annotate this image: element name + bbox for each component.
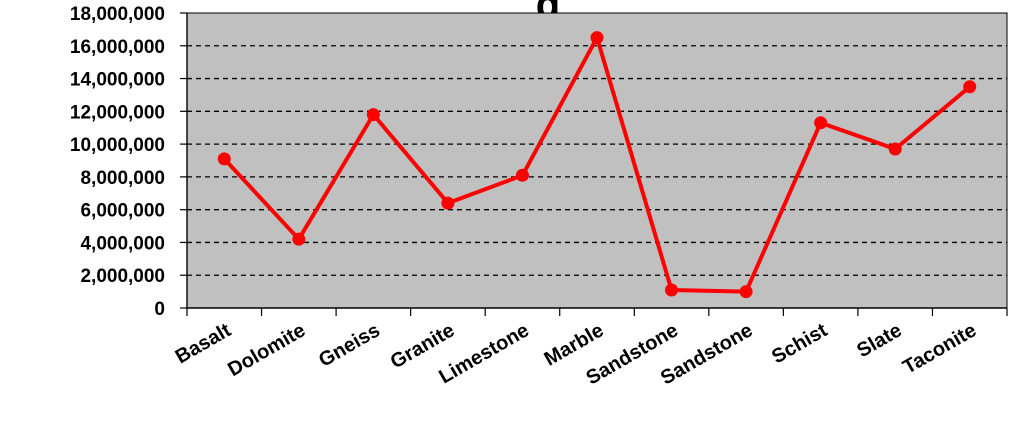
- data-point: [739, 285, 753, 299]
- x-tick-label: Gneiss: [315, 319, 384, 371]
- data-point: [292, 232, 306, 246]
- series-layer: [217, 31, 977, 299]
- x-tick-label: Dolomite: [224, 319, 309, 381]
- data-point: [590, 31, 604, 45]
- y-tick-label: 8,000,000: [80, 168, 165, 189]
- y-tick-label: 16,000,000: [70, 37, 165, 58]
- y-tick-label: 18,000,000: [70, 4, 165, 25]
- data-point: [814, 116, 828, 130]
- data-point: [963, 80, 977, 94]
- gridlines: [187, 45, 1007, 276]
- x-tick-label: Slate: [853, 319, 905, 362]
- y-tick-label: 0: [154, 299, 165, 320]
- y-tick-label: 12,000,000: [70, 102, 165, 123]
- y-tick-label: 6,000,000: [80, 201, 165, 222]
- data-point: [515, 168, 529, 182]
- y-axis: 0 2,000,000 4,000,000 6,000,000 8,000,000 10,…: [70, 4, 188, 320]
- x-tick-label: Schist: [768, 319, 831, 368]
- data-point: [665, 283, 679, 297]
- data-point: [217, 152, 231, 166]
- y-tick-label: 10,000,000: [70, 135, 165, 156]
- y-tick-label: 2,000,000: [80, 266, 165, 287]
- x-tick-label: Taconite: [899, 319, 980, 378]
- plot-area: [186, 12, 1008, 309]
- data-point: [366, 108, 380, 122]
- data-point: [888, 142, 902, 156]
- data-point: [441, 196, 455, 210]
- y-tick-label: 4,000,000: [80, 233, 165, 254]
- y-tick-label: 14,000,000: [70, 70, 165, 91]
